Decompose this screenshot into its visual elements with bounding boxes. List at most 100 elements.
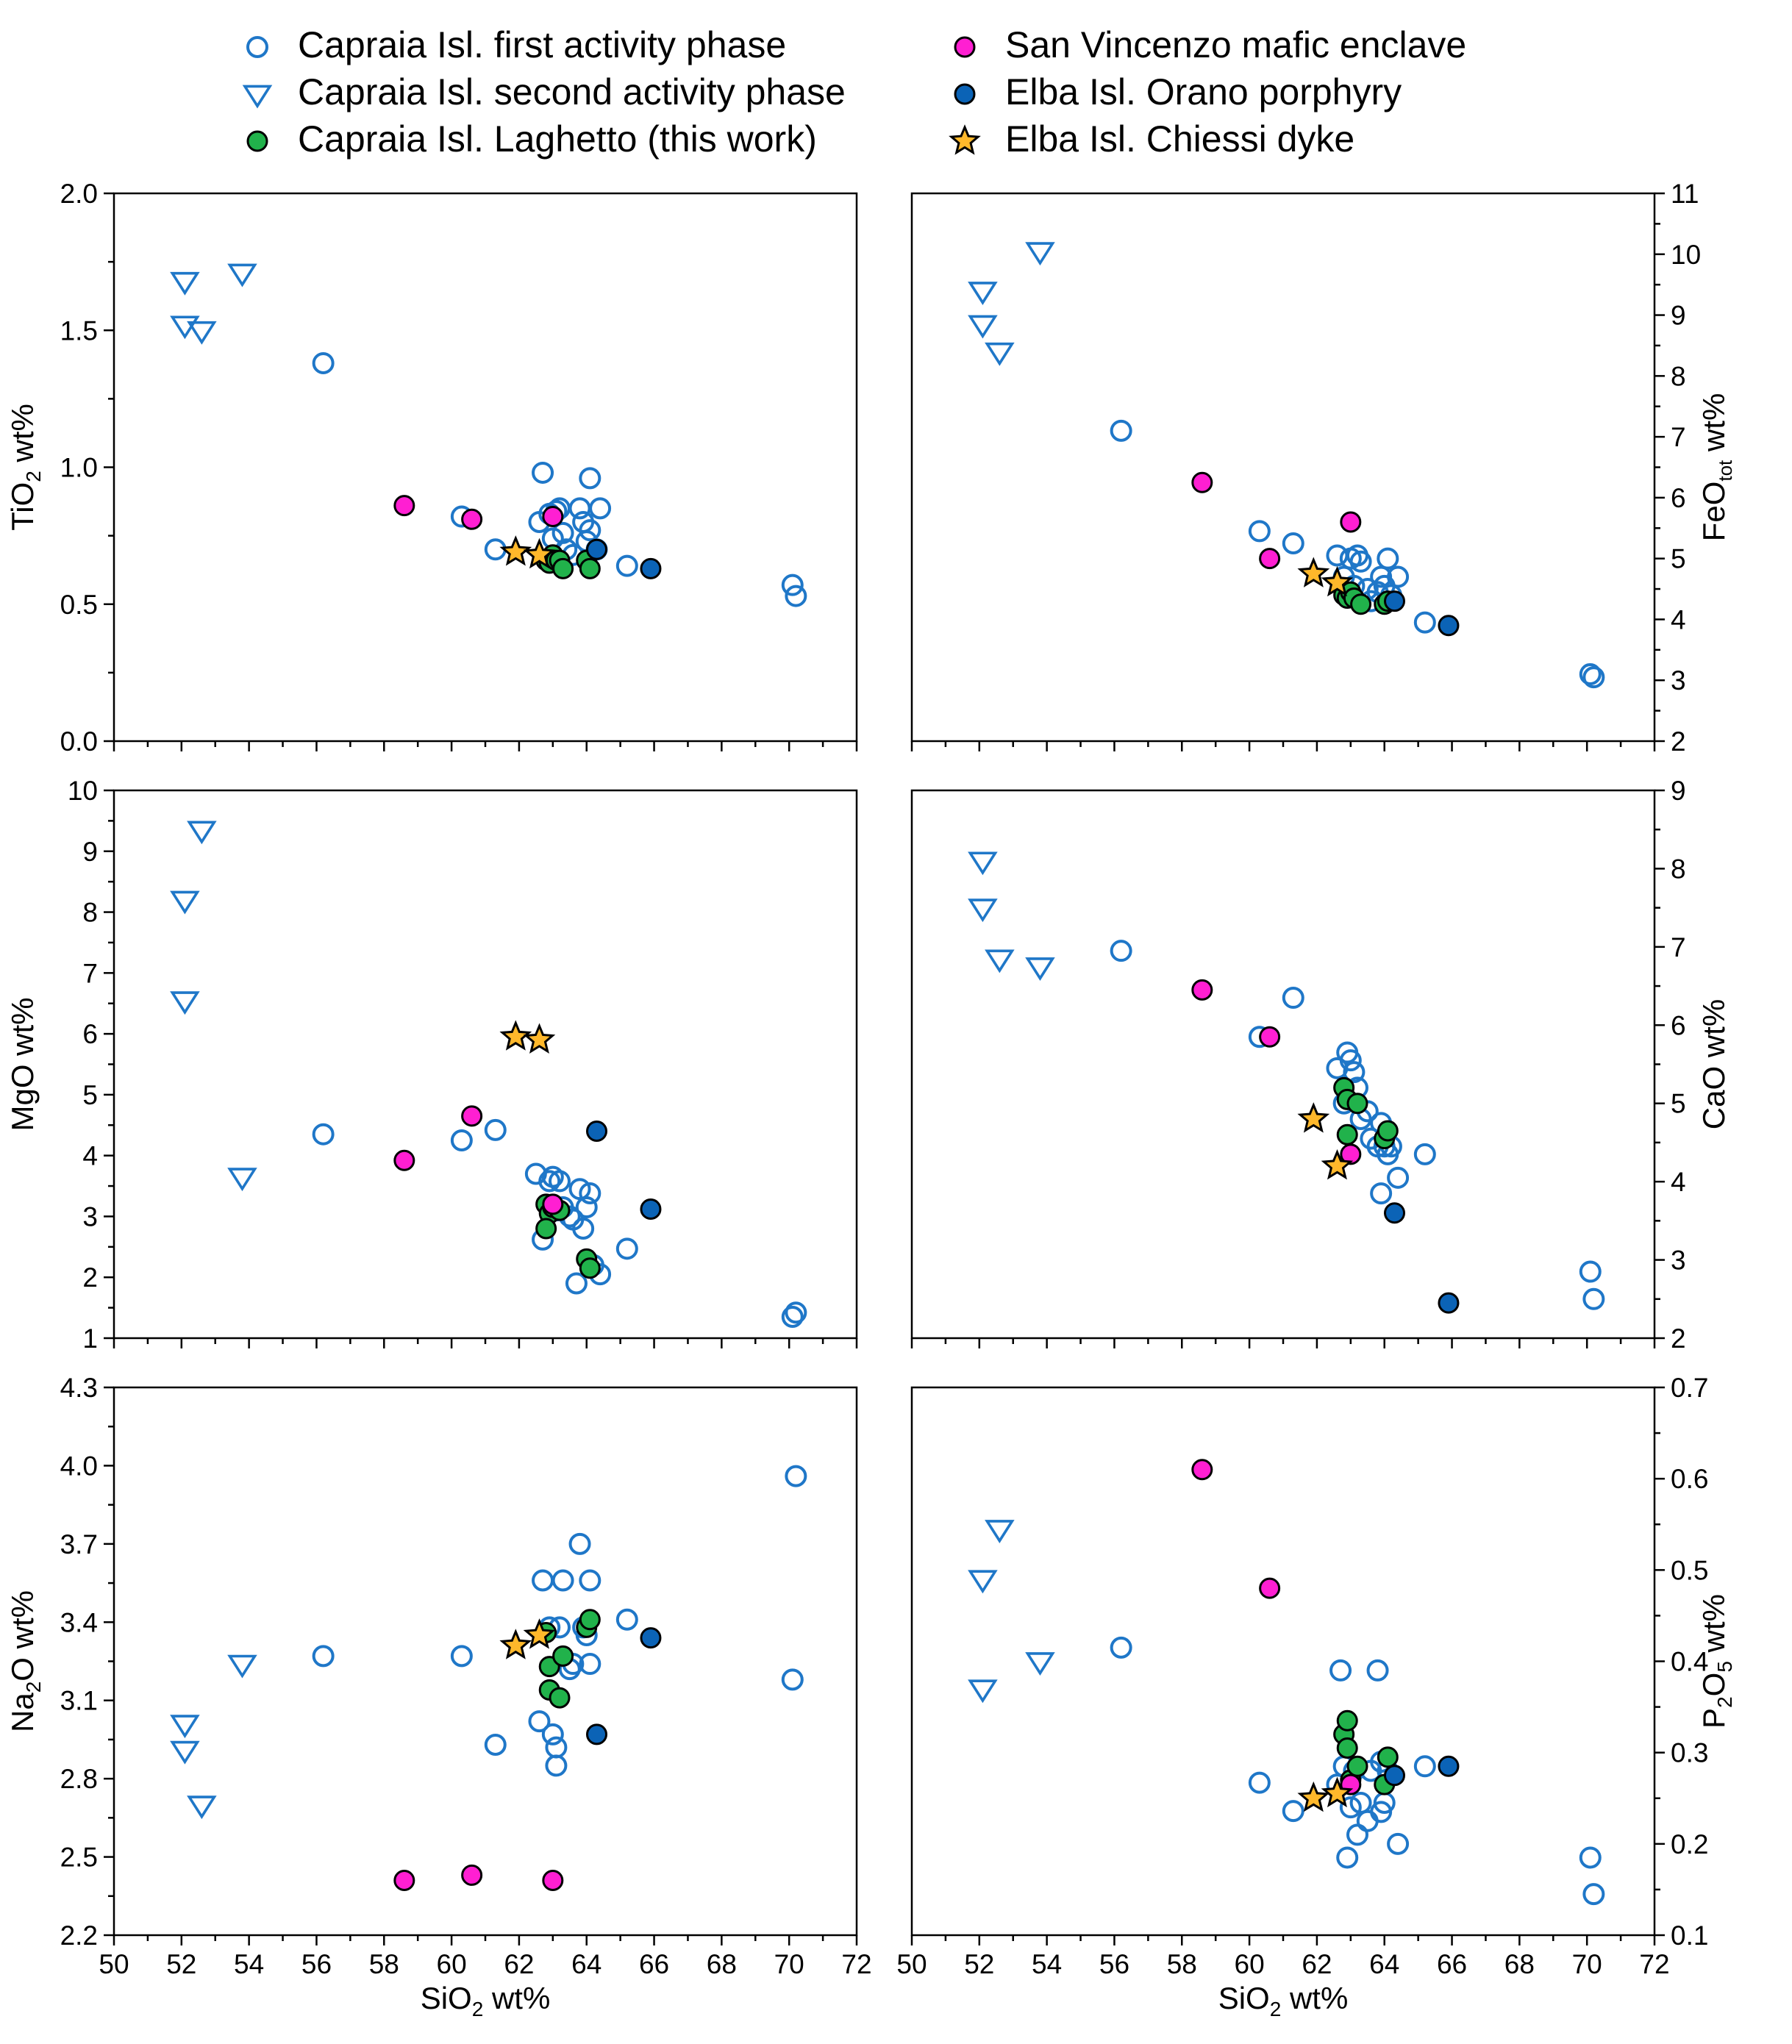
point-second	[968, 282, 998, 305]
point-chiessi	[1297, 1102, 1330, 1133]
point-first	[1582, 1287, 1605, 1310]
label-part: wt%	[1696, 1594, 1731, 1661]
y-tick-label: 7	[1671, 932, 1686, 962]
x-tick-label: 50	[99, 1949, 129, 1979]
plot-frame	[113, 1386, 858, 1937]
legend-item-chiessi: Elba Isl. Chiessi dyke	[949, 118, 1354, 160]
point-second	[170, 1715, 200, 1739]
point-second	[170, 991, 200, 1015]
series-chiessi	[499, 535, 556, 569]
legend-label-first: Capraia Isl. first activity phase	[298, 24, 786, 65]
label-part: FeO	[1696, 482, 1731, 542]
point-chiessi	[523, 1023, 556, 1054]
plot-frame	[113, 192, 858, 743]
y-tick-label: 8	[1671, 854, 1686, 884]
label-part: Na	[5, 1693, 40, 1732]
y-tick-label: 2	[1671, 726, 1686, 757]
x-tick-label: 70	[774, 1949, 804, 1979]
point-orano	[1438, 1292, 1460, 1314]
point-first	[785, 585, 807, 607]
x-tick-label: 70	[1572, 1949, 1602, 1979]
point-sanv	[1259, 548, 1281, 570]
x-axis-title: SiO2 wt%	[1218, 1981, 1349, 2020]
y-tick-label: 3	[82, 1201, 98, 1232]
x-tick-label: 56	[1099, 1949, 1129, 1979]
series-second	[170, 1654, 257, 1820]
point-first	[545, 1736, 568, 1759]
y-tick-label: 0.1	[1671, 1920, 1708, 1951]
y-tick-label: 10	[68, 776, 98, 806]
series-first	[1110, 940, 1605, 1310]
point-first	[484, 538, 507, 561]
y-tick-label: 0.6	[1671, 1464, 1708, 1494]
x-axis-title: SiO2 wt%	[421, 1981, 551, 2020]
series-sanv	[393, 1864, 564, 1891]
y-axis: 2.2 2.5 2.8 3.1 3.4 3.7 4.0 4.3 Na2O wt%	[5, 1373, 114, 1951]
point-orano	[1438, 615, 1460, 637]
point-first	[1349, 550, 1372, 573]
y-axis-title: TiO2 wt%	[5, 404, 45, 531]
x-axis	[910, 1338, 1656, 1348]
point-first	[1366, 1659, 1389, 1682]
point-first	[1579, 662, 1602, 685]
series-orano	[1384, 590, 1460, 637]
y-tick-label: 8	[1671, 361, 1686, 391]
point-first	[615, 1608, 638, 1631]
point-first	[1387, 565, 1410, 588]
point-first	[1329, 1659, 1352, 1682]
y-tick-label: 8	[82, 898, 98, 928]
label-part: O wt%	[5, 1590, 40, 1682]
point-first	[551, 1569, 574, 1592]
series-chiessi	[1297, 1102, 1354, 1180]
point-chiessi	[499, 1629, 532, 1659]
point-first	[450, 1645, 473, 1668]
panel-feo: 2 3 4 5 6 7 8 9 10 11 FeOtot wt%	[910, 179, 1736, 757]
y-tick-label: 0.4	[1671, 1647, 1708, 1677]
y-tick-label: 9	[1671, 776, 1686, 806]
point-second	[187, 1795, 217, 1820]
point-laghetto	[549, 1687, 571, 1709]
legend-label-second: Capraia Isl. second activity phase	[298, 71, 846, 112]
point-chiessi	[1321, 565, 1354, 597]
point-sanv	[393, 495, 415, 517]
point-first	[1282, 532, 1304, 554]
point-orano	[1384, 1202, 1405, 1224]
point-first	[541, 1723, 564, 1745]
x-tick-label: 50	[896, 1949, 927, 1979]
point-sanv	[461, 1864, 483, 1886]
y-tick-label: 4.0	[60, 1451, 98, 1481]
plot-frame	[113, 789, 858, 1340]
x-tick-label: 62	[504, 1949, 534, 1979]
x-tick-label: 66	[639, 1949, 669, 1979]
point-first	[1282, 987, 1304, 1010]
point-first	[551, 521, 574, 544]
x-tick-label: 60	[437, 1949, 467, 1979]
point-laghetto	[579, 1609, 601, 1631]
y-axis-title: FeOtot wt%	[1696, 393, 1736, 542]
point-sanv	[461, 1105, 483, 1127]
legend-label-sanv: San Vincenzo mafic enclave	[1005, 24, 1466, 65]
point-second	[227, 1168, 257, 1192]
point-first	[1413, 1143, 1436, 1165]
series-laghetto	[1333, 1076, 1399, 1150]
point-second	[1025, 1652, 1055, 1676]
point-first	[1339, 1049, 1362, 1072]
point-second	[227, 263, 257, 287]
point-first	[532, 461, 554, 484]
point-second	[227, 1654, 257, 1679]
x-axis	[910, 741, 1656, 751]
point-second	[968, 315, 998, 339]
series-second	[170, 821, 257, 1192]
point-first	[565, 1272, 588, 1295]
legend-label-orano: Elba Isl. Orano porphyry	[1005, 71, 1402, 112]
point-first	[1326, 544, 1349, 567]
y-tick-label: 2.0	[60, 179, 98, 209]
point-first	[1339, 1796, 1362, 1819]
series-chiessi	[1297, 1776, 1354, 1812]
point-first	[1370, 1182, 1393, 1205]
label-part: wt%	[483, 1981, 550, 2015]
point-first	[484, 1734, 507, 1757]
legend-marker-laghetto	[246, 130, 268, 152]
series-sanv	[1191, 471, 1362, 570]
